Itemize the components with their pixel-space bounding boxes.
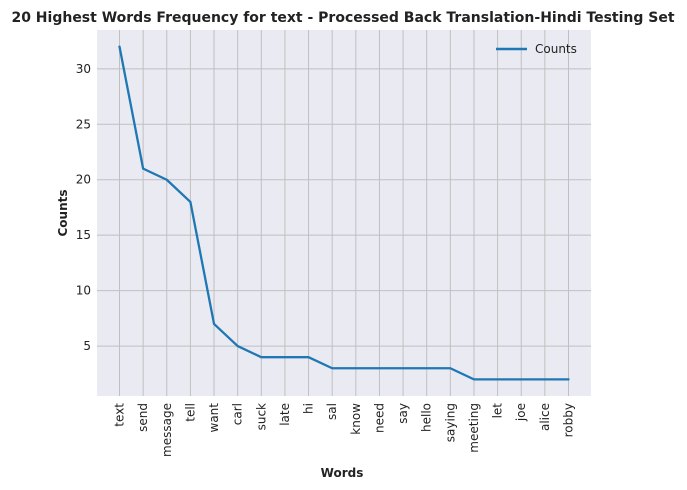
x-tick-label: know	[349, 403, 363, 435]
x-axis: text send message tell want carl suck late hi sal…	[113, 403, 576, 457]
x-tick-label: sal	[325, 403, 339, 420]
series-layer	[118, 45, 570, 381]
plot-area	[97, 30, 591, 396]
x-axis-label: Words	[321, 466, 364, 480]
y-tick-label: 5	[83, 339, 91, 353]
x-tick-label: carl	[231, 403, 245, 425]
x-tick-label: hello	[420, 403, 434, 432]
x-tick-label: say	[396, 403, 410, 424]
y-tick-label: 15	[76, 228, 91, 242]
x-tick-label: want	[207, 403, 221, 433]
x-tick-label: alice	[538, 403, 552, 431]
x-tick-label: hi	[302, 403, 316, 414]
y-tick-label: 10	[76, 284, 91, 298]
y-axis-label: Counts	[56, 189, 70, 236]
x-tick-label: message	[160, 403, 174, 457]
x-tick-label: meeting	[467, 403, 481, 453]
y-tick-label: 30	[76, 62, 91, 76]
legend: Counts	[496, 42, 577, 56]
x-tick-label: late	[278, 403, 292, 426]
grid-lines	[97, 30, 591, 396]
y-tick-label: 20	[76, 173, 91, 187]
x-tick-label: suck	[254, 403, 268, 430]
legend-label: Counts	[535, 42, 577, 56]
x-tick-label: need	[372, 403, 386, 433]
y-tick-label: 25	[76, 117, 91, 131]
series-line	[118, 45, 570, 381]
x-tick-label: text	[113, 403, 127, 427]
x-tick-label: saying	[443, 403, 457, 442]
x-tick-label: let	[491, 403, 505, 419]
x-tick-label: robby	[562, 403, 576, 437]
x-tick-label: tell	[183, 403, 197, 422]
chart-title: 20 Highest Words Frequency for text - Pr…	[11, 10, 674, 26]
x-tick-label: send	[136, 403, 150, 432]
y-axis: 5 10 15 20 25 30	[76, 62, 91, 353]
x-tick-label: joe	[514, 403, 528, 422]
